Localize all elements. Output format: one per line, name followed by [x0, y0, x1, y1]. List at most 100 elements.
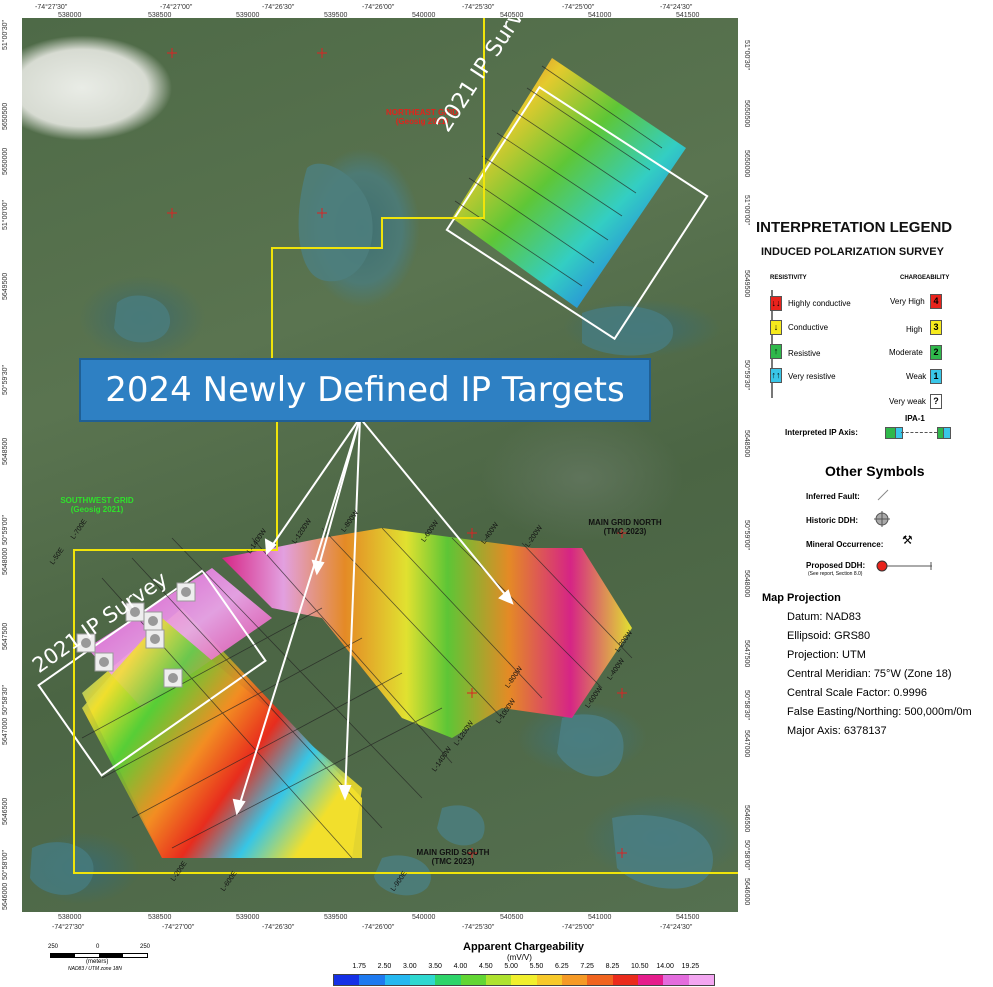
tick-label: 51°00'00": [2, 200, 9, 230]
projection-title: Map Projection: [762, 592, 841, 604]
satellite-map[interactable]: NORTHEAST GRID (Geosig 2021) SOUTHWEST G…: [22, 18, 738, 912]
chargeability-label: Weak: [906, 372, 927, 381]
tick-label: 539000: [236, 914, 260, 921]
tick-label: 5647500: [743, 640, 750, 668]
projection-line: Datum: NAD83: [787, 611, 861, 623]
tick-label: -74°26'00": [362, 924, 395, 931]
interpretation-legend: INTERPRETATION LEGEND INDUCED POLARIZATI…: [756, 219, 986, 258]
tick-label: 5646500: [743, 805, 750, 833]
tick-label: -74°26'30": [262, 924, 295, 931]
tick-label: -74°25'00": [562, 924, 595, 931]
tick-label: 50°59'00": [2, 515, 9, 545]
main-south-chargeability: [82, 618, 362, 858]
colorbar-cell: [638, 975, 664, 985]
scale-tick: 250: [140, 944, 151, 950]
tick-label: -74°24'30": [660, 4, 693, 11]
colorbar-cell: [663, 975, 690, 985]
tick-label: 5646000: [743, 878, 750, 906]
chargeability-label: Moderate: [889, 348, 923, 357]
chargeability-label: Very weak: [889, 397, 926, 406]
tick-label: -74°27'30": [52, 924, 85, 931]
colorbar-value: 1.75: [352, 963, 366, 970]
tick-label: 50°58'30": [743, 690, 750, 720]
scale-tick: 250: [48, 944, 59, 950]
scale-crs: NAD83 / UTM zone 18N: [68, 966, 122, 972]
lake: [114, 295, 171, 343]
tick-label: 51°00'30": [743, 40, 750, 70]
ip-axis-symbol: [885, 427, 951, 439]
tick-label: 541000: [588, 12, 612, 19]
legend-subtitle: INDUCED POLARIZATION SURVEY: [761, 246, 944, 258]
tick-label: -74°26'00": [362, 4, 395, 11]
historic-ddh-label: Historic DDH:: [806, 516, 859, 525]
tick-label: -74°25'30": [462, 4, 495, 11]
projection-line: Ellipsoid: GRS80: [787, 630, 871, 642]
southwest-grid-label: SOUTHWEST GRID (Geosig 2021): [60, 496, 134, 514]
colorbar-cell: [562, 975, 588, 985]
projection-line: Major Axis: 6378137: [787, 725, 887, 737]
tick-label: 5646000: [2, 882, 9, 910]
tick-label: 541500: [676, 914, 700, 921]
tick-label: 5650000: [2, 147, 9, 175]
map-overlay: [30, 18, 738, 896]
mineral-occurrence-label: Mineral Occurrence:: [806, 540, 884, 549]
projection-line: Central Scale Factor: 0.9996: [787, 687, 928, 699]
moderate-swatch: 2: [930, 345, 942, 360]
colorbar-value: 4.50: [479, 963, 493, 970]
colorbar-value: 7.25: [580, 963, 594, 970]
tick-label: 540500: [500, 12, 524, 19]
tick-label: 5647500: [2, 622, 9, 650]
lake: [557, 714, 624, 777]
colorbar-value: 3.50: [428, 963, 442, 970]
ip-axis-label: Interpreted IP Axis:: [785, 428, 858, 437]
lake: [582, 306, 674, 356]
tick-label: 5649500: [2, 272, 9, 300]
colorbar-cell: [486, 975, 512, 985]
very-resistive-swatch: ↑↑: [770, 368, 782, 383]
colorbar-value: 4.00: [453, 963, 468, 970]
chargeability-label: Very High: [890, 297, 925, 306]
resistivity-header: RESISTIVITY: [770, 275, 807, 281]
tick-label: 5648500: [743, 430, 750, 458]
ip-targets-callout: 2024 Newly Defined IP Targets: [79, 358, 651, 422]
tick-label: 5648500: [2, 437, 9, 465]
tick-label: 540500: [500, 914, 524, 921]
tick-label: 5647000: [743, 730, 750, 758]
colorbar-value-labels: 1.75 2.50 3.00 3.50 4.00 4.50 5.00 5.50 6.25 7.25…: [335, 963, 715, 973]
colorbar-cell: [359, 975, 386, 985]
tick-label: 50°59'00": [743, 520, 750, 550]
colorbar-cell: [612, 975, 639, 985]
colorbar-cell: [384, 975, 411, 985]
colorbar-cell: [587, 975, 614, 985]
projection-line: Central Meridian: 75°W (Zone 18): [787, 668, 952, 680]
colorbar-value: 8.25: [605, 963, 620, 970]
lake: [374, 855, 431, 896]
lake: [30, 842, 94, 895]
resistivity-label: Very resistive: [788, 372, 836, 381]
high-swatch: 3: [930, 320, 942, 335]
tick-label: -74°25'00": [562, 4, 595, 11]
colorbar-value: 10.50: [631, 963, 649, 970]
colorbar-cell: [410, 975, 436, 985]
tick-label: 5646500: [2, 797, 9, 825]
tick-label: 539500: [324, 12, 348, 19]
tick-label: 538500: [148, 914, 172, 921]
highly-conductive-swatch: ↓↓: [770, 296, 782, 311]
colorbar-value: 3.00: [403, 963, 417, 970]
proposed-ddh-note: (See report, Section 8.0): [808, 571, 863, 577]
resistive-swatch: ↑: [770, 344, 782, 359]
weak-swatch: 1: [930, 369, 942, 384]
resistivity-label: Resistive: [788, 349, 821, 358]
colorbar-cell: [688, 975, 715, 985]
projection-line: Projection: UTM: [787, 649, 866, 661]
colorbar-value: 2.50: [377, 963, 392, 970]
fault-line-icon: [876, 488, 890, 502]
very-weak-swatch: ?: [930, 394, 942, 409]
tick-label: 51°00'30": [2, 20, 9, 50]
tick-label: 539000: [236, 12, 260, 19]
resistivity-label: Conductive: [788, 323, 829, 332]
scale-tick: 0: [96, 944, 100, 950]
tick-label: -74°26'30": [262, 4, 295, 11]
tick-label: -74°27'00": [160, 4, 193, 11]
inferred-fault-label: Inferred Fault:: [806, 492, 860, 501]
